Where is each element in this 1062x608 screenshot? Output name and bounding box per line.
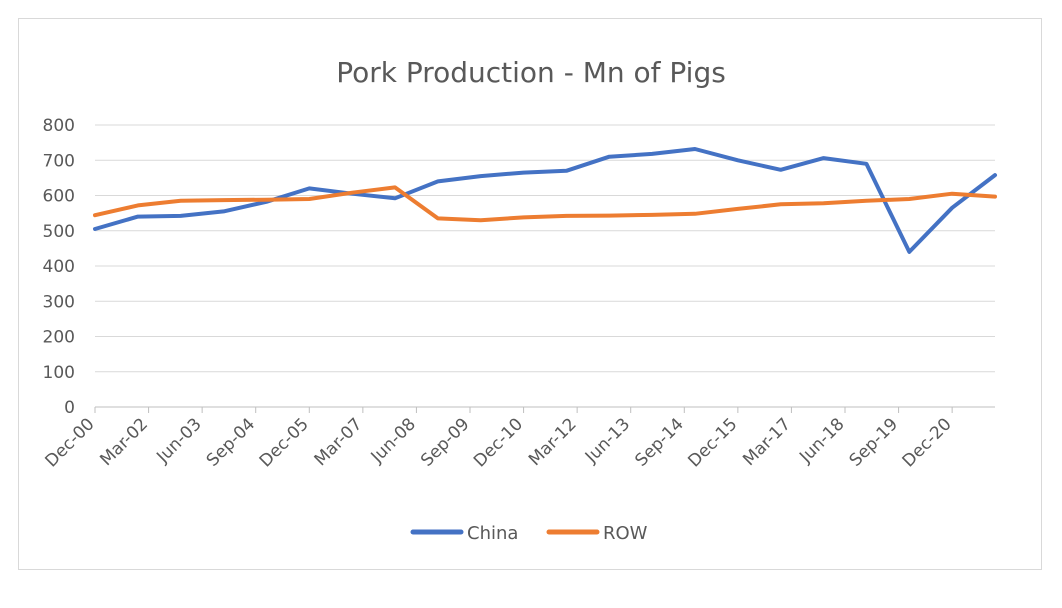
y-tick-label: 700 — [43, 151, 75, 171]
x-tick-label: Jun-18 — [795, 414, 848, 467]
x-tick-label: Jun-13 — [581, 414, 634, 467]
y-axis-ticks: 0 100 200 300 400 500 600 700 800 — [43, 116, 75, 418]
x-tick-label: Dec-20 — [899, 414, 956, 471]
y-tick-label: 400 — [43, 257, 75, 277]
x-tick-label: Dec-10 — [470, 414, 527, 471]
x-tick-label: Mar-17 — [739, 414, 795, 470]
y-tick-label: 0 — [64, 398, 75, 418]
series-line-china — [93, 147, 997, 254]
series-line-row — [93, 185, 997, 223]
x-tick-label: Mar-02 — [96, 414, 152, 470]
x-tick-label: Sep-19 — [846, 414, 902, 470]
x-tick-label: Mar-07 — [311, 414, 367, 470]
chart-title: Pork Production - Mn of Pigs — [336, 56, 726, 89]
gridlines — [95, 124, 995, 408]
x-tick-label: Sep-09 — [417, 414, 473, 470]
y-tick-label: 300 — [43, 292, 75, 312]
y-tick-label: 500 — [43, 222, 75, 242]
series-lines — [93, 147, 997, 254]
legend-label-row: ROW — [603, 523, 648, 544]
y-tick-label: 600 — [43, 187, 75, 207]
x-tick-label: Mar-12 — [525, 414, 581, 470]
pork-production-chart: Pork Production - Mn of Pigs 0 100 200 300 4… — [41, 56, 997, 544]
x-tick-label: Dec-00 — [41, 414, 98, 471]
x-tick-label: Jun-03 — [152, 414, 205, 467]
x-tick-label: Dec-05 — [256, 414, 313, 471]
legend: China ROW — [410, 523, 648, 544]
x-tick-label: Dec-15 — [684, 414, 741, 471]
y-tick-label: 100 — [43, 363, 75, 383]
x-tick-label: Sep-04 — [203, 414, 259, 470]
y-tick-label: 200 — [43, 328, 75, 348]
chart-frame: Pork Production - Mn of Pigs 0 100 200 300 4… — [18, 18, 1042, 570]
x-tick-label: Jun-08 — [367, 414, 420, 467]
x-tick-label: Sep-14 — [631, 414, 687, 470]
y-tick-label: 800 — [43, 116, 75, 136]
legend-label-china: China — [467, 523, 518, 544]
